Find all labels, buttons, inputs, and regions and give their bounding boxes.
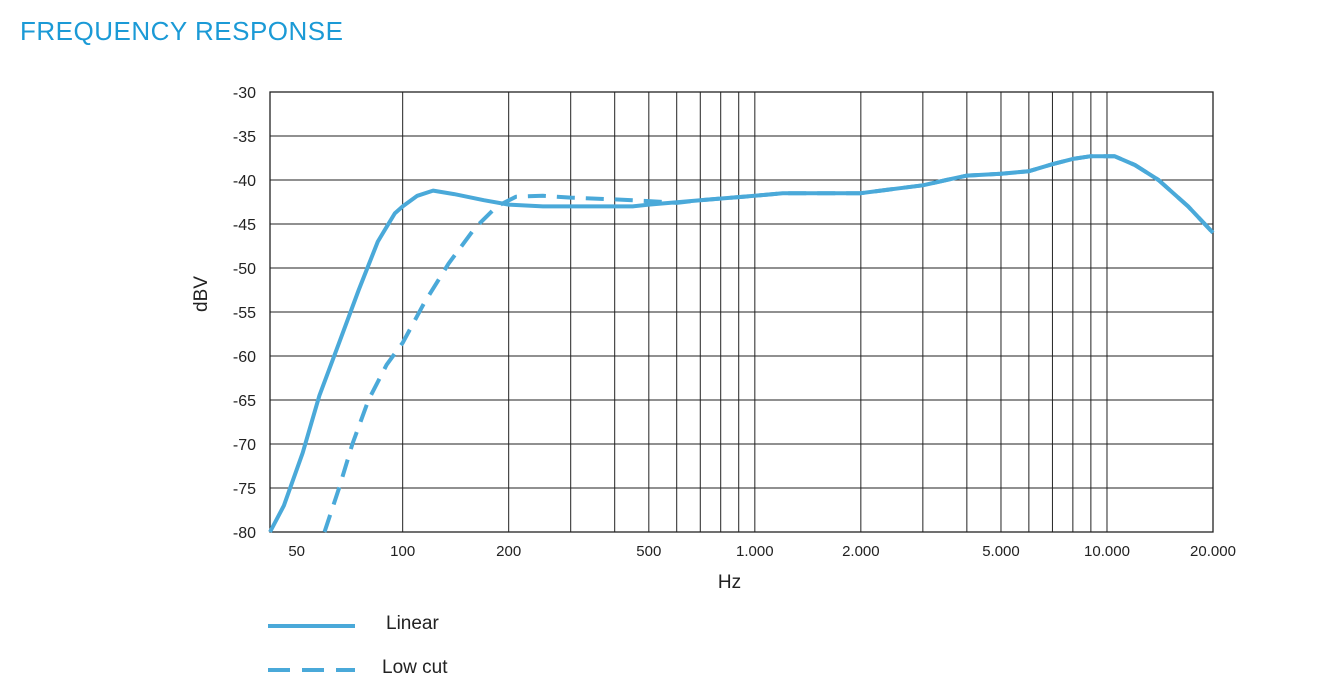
legend-label-low-cut: Low cut xyxy=(382,657,448,678)
y-tick-label: -40 xyxy=(233,173,256,190)
x-tick-label: 2.000 xyxy=(842,543,880,560)
x-tick-label: 500 xyxy=(636,543,661,560)
plot-frame xyxy=(269,91,1214,533)
y-axis-label: dBV xyxy=(191,276,212,312)
y-tick-label: -45 xyxy=(233,217,256,234)
page-title: FREQUENCY RESPONSE xyxy=(20,16,344,46)
x-tick-label: 20.000 xyxy=(1190,543,1236,560)
y-tick-labels: -30 -35 -40 -45 -50 -55 -60 -65 -70 -75 -80 xyxy=(233,85,256,542)
x-tick-label: 5.000 xyxy=(982,543,1020,560)
y-tick-label: -35 xyxy=(233,129,256,146)
x-tick-label: 200 xyxy=(496,543,521,560)
legend-label-linear: Linear xyxy=(386,613,439,634)
series-line-linear xyxy=(268,154,1215,533)
y-tick-label: -50 xyxy=(233,261,256,278)
x-tick-label: 100 xyxy=(390,543,415,560)
x-tick-label: 10.000 xyxy=(1084,543,1130,560)
y-tick-label: -60 xyxy=(233,349,256,366)
series-line-low-cut xyxy=(322,154,1215,533)
y-tick-label: -70 xyxy=(233,437,256,454)
x-tick-labels: 50 100 200 500 1.000 2.000 5.000 10.000 20.000 xyxy=(288,543,1236,560)
x-tick-label: 50 xyxy=(288,543,305,560)
x-tick-label: 1.000 xyxy=(736,543,774,560)
legend xyxy=(268,624,355,672)
x-axis-label: Hz xyxy=(718,572,741,593)
y-tick-label: -55 xyxy=(233,305,256,322)
y-tick-label: -65 xyxy=(233,393,256,410)
y-tick-label: -30 xyxy=(233,85,256,102)
series-lines xyxy=(268,154,1215,533)
y-tick-label: -80 xyxy=(233,525,256,542)
y-tick-label: -75 xyxy=(233,481,256,498)
